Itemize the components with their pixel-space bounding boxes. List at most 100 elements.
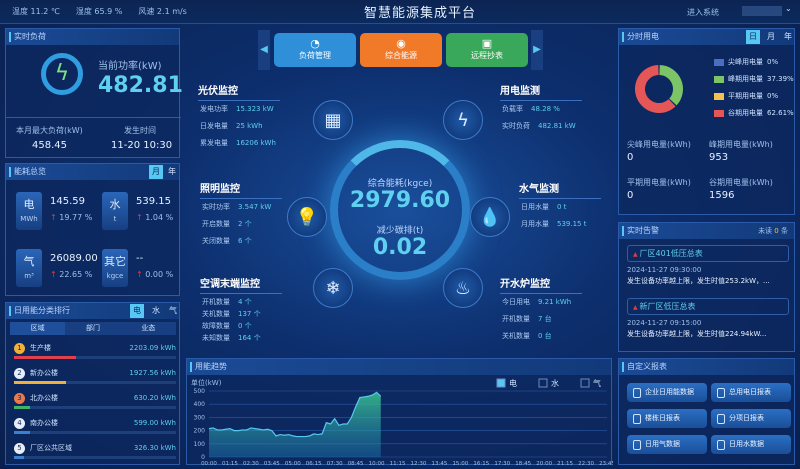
list-item[interactable]: 2 新办公楼 1927.56 kWh [14, 368, 176, 384]
alarm-panel: 实时告警 未读 0 条 厂区401低压总表 2024-11-27 09:30:00… [618, 222, 795, 352]
alarm-item[interactable]: 厂区401低压总表 2024-11-27 09:30:00 发生设备功率越上限，发生… [627, 245, 789, 286]
toggle-gas[interactable]: 气 [169, 306, 177, 315]
alarm-item[interactable]: 新厂区低压总表 2024-11-27 09:15:00 发生设备功率越上限，发生时值… [627, 298, 789, 339]
arrow-up-icon: ↑ [136, 270, 146, 279]
toggle-month[interactable]: 月 [149, 165, 163, 179]
tab-region[interactable]: 区域 [10, 322, 66, 335]
metric-row: 关机数量 137 个 [202, 309, 261, 319]
item-value: 326.30 kWh [133, 444, 176, 452]
report-button[interactable]: 分项日报表 [711, 409, 791, 428]
alarm-source: 厂区401低压总表 [627, 245, 789, 262]
alarm-time: 2024-11-27 09:15:00 [627, 319, 702, 327]
metric-label: 月用水量 [521, 220, 549, 228]
enter-system-link[interactable]: 进入系统 [687, 8, 719, 17]
list-item[interactable]: 3 北办公楼 630.20 kWh [14, 393, 176, 409]
x-tick-label: 23:45 [599, 461, 613, 466]
metric-label: 关闭数量 [202, 237, 230, 245]
toggle-day[interactable]: 日 [746, 30, 760, 44]
tab-department[interactable]: 部门 [85, 324, 100, 332]
metric-value: 539.15 t [557, 220, 587, 228]
stat-value: 1596 [709, 190, 735, 201]
nav-button-label: 综合能源 [385, 51, 417, 60]
meter-icon: ▣ [481, 37, 493, 50]
next-arrow-icon[interactable]: ▶ [531, 30, 543, 70]
metric-value: 6 个 [238, 237, 252, 245]
top-bar: 温度 11.2 ℃ 湿度 65.9 % 风速 2.1 m/s 智慧能源集成平台 进入… [0, 0, 800, 24]
energy-value: -- [136, 253, 144, 264]
nav-button-0[interactable]: ◔ 负荷管理 [274, 33, 356, 67]
air-conditioner-icon: ❄ [313, 268, 353, 308]
report-button[interactable]: 总用电日报表 [711, 383, 791, 402]
metric-value: 0 个 [238, 322, 252, 330]
metric-value: 2 个 [238, 220, 252, 228]
report-button[interactable]: 日用气数据 [627, 435, 707, 454]
y-tick-label: 500 [194, 388, 206, 395]
tab-business[interactable]: 业态 [141, 324, 156, 332]
x-tick-label: 21:15 [557, 461, 573, 466]
metric-label: 开机数量 [202, 298, 230, 306]
list-item[interactable]: 5 厂区公共区域 326.30 kWh [14, 443, 176, 459]
list-item[interactable]: 4 南办公楼 599.00 kWh [14, 418, 176, 434]
energy-type-name: 其它 [104, 255, 126, 268]
stat-value: 0 [627, 152, 634, 163]
metric-row: 未知数量 164 个 [202, 333, 261, 343]
toggle-year[interactable]: 年 [784, 32, 792, 41]
legend-checkbox [580, 378, 590, 388]
ranking-panel: 日用能分类排行 电 水 气 区域 部门 业态 1 生产楼 2203.09 kWh 2 新… [5, 302, 180, 465]
report-button[interactable]: 日用水数据 [711, 435, 791, 454]
list-item[interactable]: 1 生产楼 2203.09 kWh [14, 343, 176, 359]
unread-count[interactable]: 未读 0 条 [758, 227, 788, 235]
toggle-year[interactable]: 年 [168, 167, 176, 176]
metric-label: 今日用电 [502, 298, 530, 306]
user-menu[interactable] [742, 6, 782, 16]
metric-value: 25 kWh [236, 122, 263, 130]
x-tick-label: 11:15 [390, 461, 406, 466]
water-drop-icon: 💧 [470, 197, 510, 237]
chevron-down-icon[interactable]: ⌄ [785, 4, 792, 13]
change-value: 1.04 % [145, 213, 174, 222]
nav-button-1[interactable]: ◉ 综合能源 [360, 33, 442, 67]
solar-panel-icon: ▦ [313, 100, 353, 140]
metric-row: 实时功率 3.547 kW [202, 202, 271, 212]
metric-value: 164 个 [238, 334, 261, 342]
y-tick-label: 0 [201, 454, 205, 461]
legend-pct: 37.39% [767, 75, 794, 83]
item-value: 630.20 kWh [133, 394, 176, 402]
metric-value: 9.21 kWh [538, 298, 572, 306]
panel-title: 能耗总览 [6, 164, 179, 180]
toggle-water[interactable]: 水 [152, 306, 160, 315]
energy-type-name: 水 [109, 198, 121, 211]
max-load-label: 本月最大负荷(kW) [16, 126, 83, 135]
legend-item: 峰期用电量 37.39% [714, 74, 794, 84]
toggle-month[interactable]: 月 [767, 32, 775, 41]
metric-row: 开机数量 4 个 [202, 297, 252, 307]
metric-value: 0 台 [538, 332, 552, 340]
page-title: 智慧能源集成平台 [363, 6, 476, 21]
metric-label: 实时功率 [202, 203, 230, 211]
metric-row: 关闭数量 6 个 [202, 236, 252, 246]
change-value: 22.65 % [59, 270, 93, 279]
toggle-electric[interactable]: 电 [130, 304, 144, 318]
legend-item: 谷期用电量 62.61% [714, 108, 794, 118]
time-label: 发生时间 [124, 126, 156, 135]
report-button[interactable]: 企业日用能数据 [627, 383, 707, 402]
report-button[interactable]: 楼栋日报表 [627, 409, 707, 428]
trend-panel: 用能趋势 单位(kW) 0 100 200 300 400 500 00:00 01:15 02:… [186, 358, 613, 466]
prev-arrow-icon[interactable]: ◀ [258, 30, 270, 70]
energy-value: 26089.00 [50, 253, 98, 264]
arrow-up-icon: ↑ [136, 213, 146, 222]
power-value: 482.81 [98, 73, 183, 98]
progress-bar [14, 456, 176, 459]
energy-type-card: 电 MWh [16, 192, 42, 230]
legend-name: 尖峰用电量 [728, 58, 763, 66]
nav-button-2[interactable]: ▣ 远程抄表 [446, 33, 528, 67]
metric-label: 关机数量 [502, 332, 530, 340]
ac-section-title: 空调末端监控 [200, 275, 282, 294]
metric-value: 16206 kWh [236, 139, 276, 147]
metric-value: 137 个 [238, 310, 261, 318]
metric-label: 开启数量 [202, 220, 230, 228]
energy-change: ↑ 22.65 % [50, 270, 92, 279]
boiler-icon: ♨ [443, 268, 483, 308]
metric-label: 日用水量 [521, 203, 549, 211]
